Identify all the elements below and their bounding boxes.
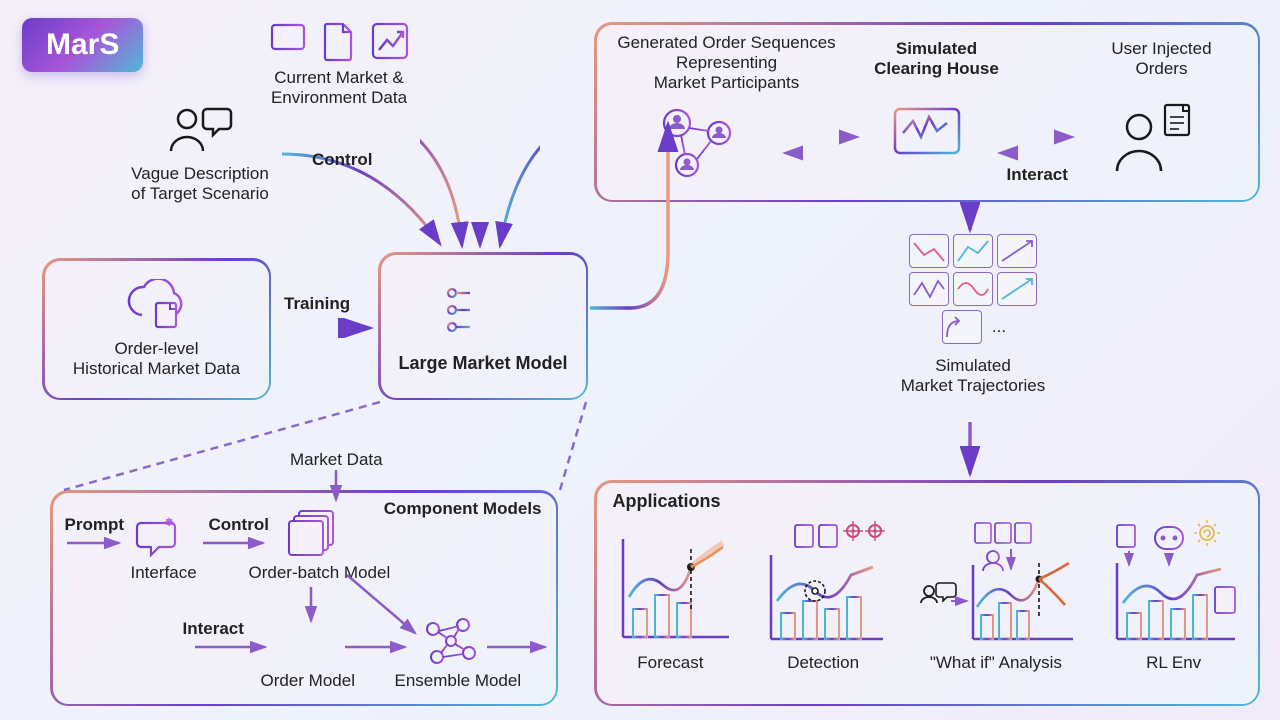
orderbatch-icon [285, 507, 339, 557]
cloud-doc-icon [122, 279, 192, 331]
order-label: Order Model [261, 671, 355, 691]
applications-box: Applications Forecast [594, 480, 1260, 706]
applications-title: Applications [613, 491, 721, 513]
components-title: Component Models [384, 499, 542, 519]
bidir-right-icon [992, 125, 1082, 165]
app-forecast: Forecast [605, 519, 735, 673]
control-label: Control [312, 150, 372, 170]
rlenv-icon [1099, 519, 1249, 649]
components-box: Component Models Prompt Interface Contro… [50, 490, 558, 706]
order-icon [279, 623, 333, 667]
interface-label: Interface [131, 563, 197, 583]
lmm-to-topright-arrow [588, 112, 738, 312]
bidir-left-icon [777, 125, 867, 165]
training-label: Training [284, 294, 350, 314]
forecast-icon [605, 519, 735, 649]
interact-label-tr: Interact [1007, 165, 1068, 185]
lmm-label: Large Market Model [398, 353, 567, 375]
traj-to-apps-arrow [960, 420, 980, 480]
rlenv-label: RL Env [1146, 653, 1201, 673]
user-doc-icon [1107, 103, 1197, 179]
app-rlenv: RL Env [1099, 519, 1249, 673]
clearing-label: SimulatedClearing House [857, 39, 1017, 80]
marketdata2-arrow [330, 470, 342, 506]
ensemble-label: Ensemble Model [395, 671, 522, 691]
mini-chart-6 [997, 272, 1037, 306]
trajectories-label: SimulatedMarket Trajectories [833, 356, 1113, 397]
model-icon [438, 277, 528, 343]
app-detection: Detection [753, 519, 893, 673]
marketdata2-label: Market Data [290, 450, 383, 470]
interface-icon [135, 517, 183, 559]
user-orders-label: User InjectedOrders [1087, 39, 1237, 80]
ensemble-icon [419, 615, 479, 669]
monitor-bars-icon [267, 20, 309, 62]
detection-icon [753, 519, 893, 649]
trajectories-group: ... SimulatedMarket Trajectories [833, 232, 1113, 397]
mini-chart-7 [942, 310, 982, 344]
mars-badge: MarS [22, 18, 143, 72]
historical-box: Order-levelHistorical Market Data [42, 258, 271, 400]
detection-label: Detection [787, 653, 859, 673]
mini-chart-2 [953, 234, 993, 268]
forecast-label: Forecast [637, 653, 703, 673]
app-whatif: "What if" Analysis [911, 519, 1081, 673]
whatif-icon [911, 519, 1081, 649]
historical-label: Order-levelHistorical Market Data [73, 339, 240, 380]
market-data-icons: Current Market &Environment Data [258, 20, 420, 109]
whatif-label: "What if" Analysis [930, 653, 1062, 673]
mini-chart-4 [909, 272, 949, 306]
clearing-monitor-icon [887, 103, 967, 173]
interact2-label: Interact [183, 619, 244, 639]
ellipsis: ... [992, 317, 1006, 337]
training-arrow [272, 318, 378, 338]
user-speech-icon [165, 105, 235, 155]
generated-label: Generated Order SequencesRepresentingMar… [617, 33, 837, 94]
marketdata-arrows [420, 100, 540, 254]
mini-chart-1 [909, 234, 949, 268]
mini-chart-5 [953, 272, 993, 306]
market-data-label: Current Market &Environment Data [258, 68, 420, 109]
control2-label: Control [209, 515, 269, 535]
topright-to-traj-arrow [960, 202, 980, 236]
prompt-label: Prompt [65, 515, 125, 535]
trend-up-icon [369, 20, 411, 62]
mini-chart-3 [997, 234, 1037, 268]
lmm-box: Large Market Model [378, 252, 588, 400]
document-icon [321, 20, 357, 62]
